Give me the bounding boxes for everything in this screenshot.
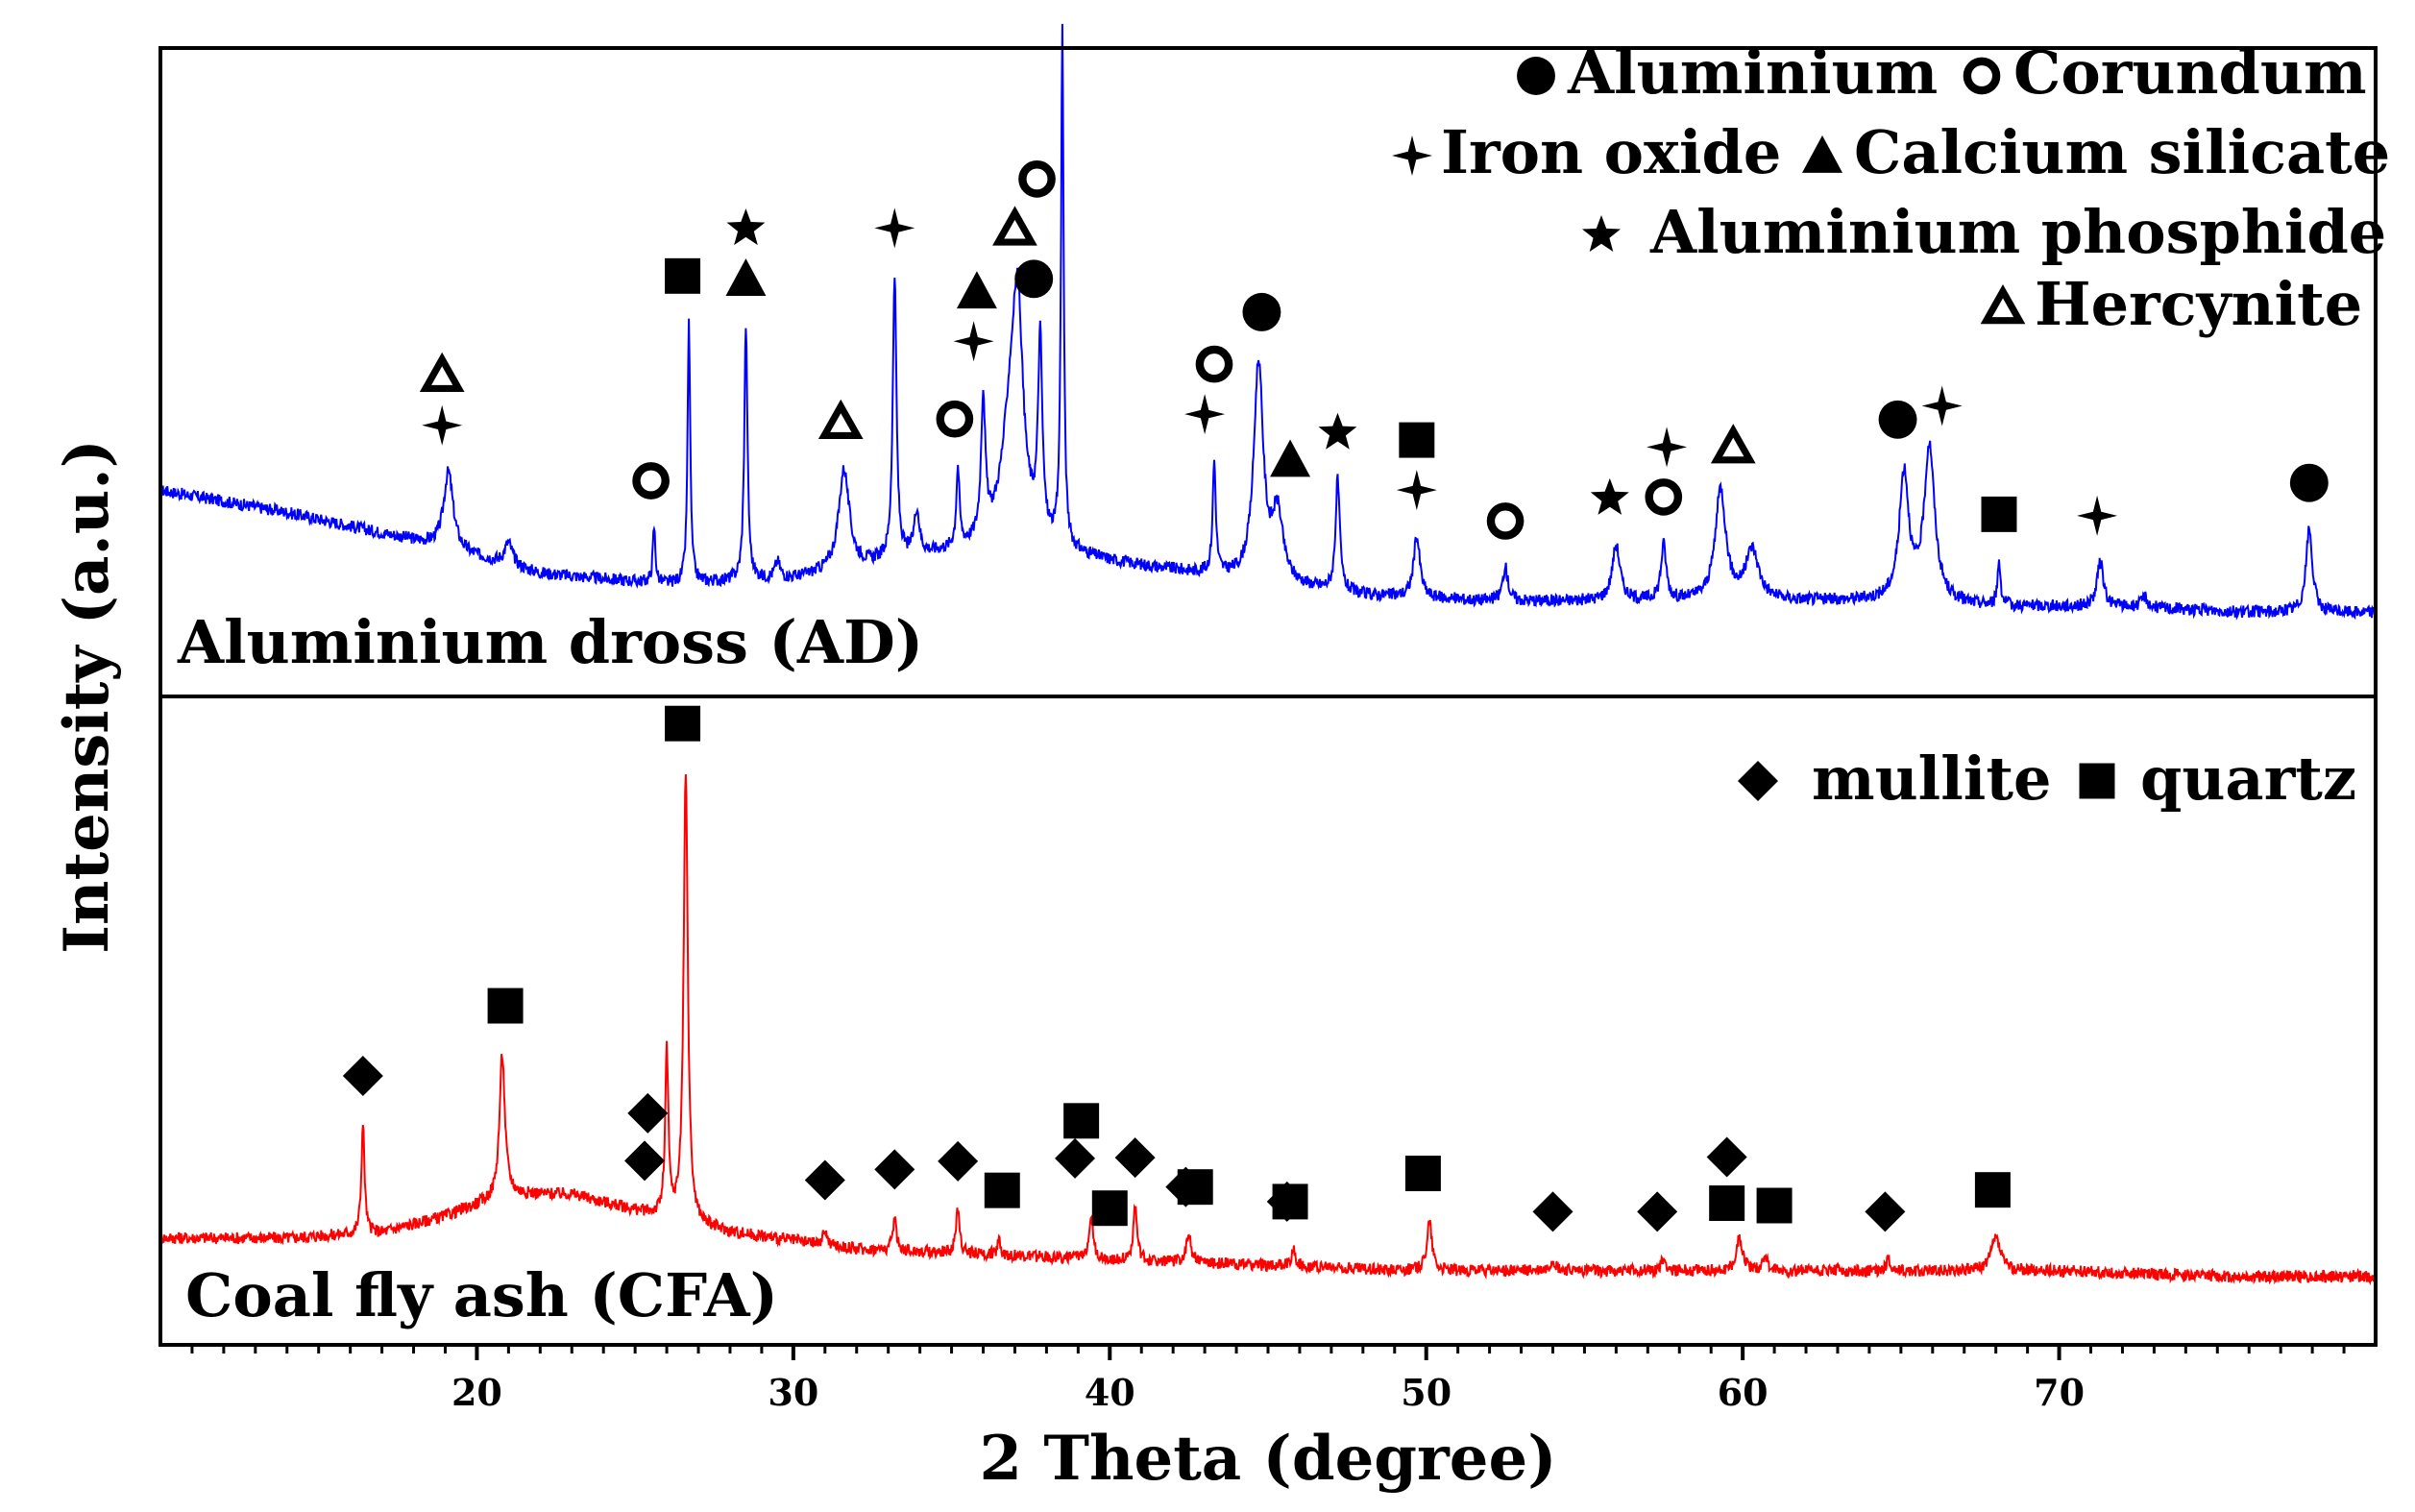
marker-calcium-silicate (1270, 439, 1311, 477)
marker-iron-oxide (1647, 427, 1688, 468)
legend-symbol-aluminium (1517, 57, 1555, 95)
y-axis-title: Intensity (a.u.) (51, 439, 123, 954)
x-axis: 20 30 40 50 60 70 (190, 1345, 2346, 1414)
marker-quartz (1399, 422, 1435, 458)
marker-quartz (665, 257, 701, 294)
x-tick-label: 30 (768, 1371, 818, 1414)
marker-mullite (1706, 1136, 1747, 1178)
legend-layer: Aluminium Corundum Iron oxide Calcium silic… (1392, 37, 2390, 814)
xrd-trace-cfa (159, 774, 2377, 1286)
marker-iron-oxide (422, 404, 463, 446)
x-axis-title: 2 Theta (degree) (980, 1423, 1557, 1495)
marker-quartz (665, 705, 701, 742)
marker-quartz (1272, 1183, 1308, 1220)
marker-mullite (938, 1140, 979, 1182)
marker-mullite (1865, 1191, 1906, 1232)
marker-corundum (1486, 502, 1525, 540)
legend-symbol-aluminium-phosphide (1582, 215, 1621, 252)
marker-quartz (1404, 1156, 1441, 1192)
marker-iron-oxide (953, 321, 994, 362)
legend-symbol-hercynite (1980, 283, 2026, 325)
marker-mullite (804, 1159, 845, 1201)
marker-hercynite (1710, 424, 1756, 464)
legend-symbol-iron-oxide (1392, 135, 1432, 176)
marker-quartz (984, 1172, 1020, 1208)
marker-iron-oxide (2077, 495, 2118, 536)
x-tick-label: 40 (1085, 1371, 1135, 1414)
marker-mullite (874, 1149, 915, 1190)
marker-corundum (1195, 345, 1233, 383)
legend-label: Iron oxide (1441, 117, 1781, 187)
marker-iron-oxide (874, 207, 915, 249)
marker-aluminium (1014, 259, 1054, 299)
marker-aluminium-phosphide (1318, 412, 1357, 450)
marker-corundum (936, 400, 974, 438)
marker-mullite (627, 1092, 669, 1134)
legend-symbol-corundum (1963, 57, 2001, 95)
legend-label: quartz (2140, 744, 2356, 814)
legend-symbol-calcium-silicate (1802, 135, 1842, 173)
legend-label: Hercynite (2035, 269, 2362, 339)
marker-mullite (1114, 1137, 1156, 1179)
marker-mullite (1637, 1191, 1678, 1232)
legend-label: Calcium silicate (1854, 117, 2390, 187)
legend-symbol-quartz (2079, 763, 2115, 799)
legend-label: Corundum (2013, 37, 2367, 108)
marker-hercynite (419, 352, 465, 393)
marker-iron-oxide (1396, 470, 1437, 511)
marker-iron-oxide (1184, 394, 1226, 435)
marker-aluminium-phosphide (1590, 477, 1629, 515)
marker-corundum (1018, 160, 1056, 198)
marker-aluminium (2289, 463, 2329, 502)
marker-quartz (487, 988, 524, 1024)
x-tick-label: 20 (451, 1371, 502, 1414)
marker-hercynite (992, 206, 1037, 246)
x-tick-label: 50 (1401, 1371, 1451, 1414)
legend-label: Aluminium (1567, 37, 1938, 108)
marker-aluminium (1242, 292, 1281, 331)
xrd-trace-ad (159, 23, 2377, 621)
marker-corundum (632, 462, 670, 500)
marker-quartz (1091, 1190, 1128, 1227)
traces-layer (159, 23, 2377, 1286)
x-tick-label: 70 (2034, 1371, 2085, 1414)
phase-markers-layer (342, 160, 2329, 1232)
marker-quartz (1974, 1172, 2011, 1208)
marker-calcium-silicate (725, 258, 767, 296)
marker-quartz (1756, 1187, 1793, 1224)
x-tick-label: 60 (1718, 1371, 1769, 1414)
panel-label-ad: Aluminium dross (AD) (177, 607, 923, 677)
marker-mullite (624, 1140, 666, 1182)
legend-label: Aluminium phosphide (1649, 197, 2386, 267)
marker-quartz (1709, 1185, 1745, 1222)
marker-hercynite (817, 399, 864, 440)
marker-aluminium-phosphide (726, 208, 766, 246)
marker-quartz (1063, 1103, 1100, 1139)
marker-mullite (1532, 1191, 1573, 1232)
marker-quartz (1177, 1169, 1213, 1206)
marker-corundum (1645, 478, 1683, 516)
marker-mullite (1055, 1137, 1096, 1179)
marker-iron-oxide (1921, 385, 1963, 427)
panel-label-cfa: Coal fly ash (CFA) (185, 1260, 778, 1330)
marker-mullite (342, 1056, 383, 1097)
legend-label: mullite (1812, 744, 2051, 814)
marker-quartz (1981, 496, 2017, 532)
legend-symbol-mullite (1738, 761, 1778, 801)
marker-calcium-silicate (956, 271, 997, 309)
marker-aluminium (1878, 400, 1917, 439)
